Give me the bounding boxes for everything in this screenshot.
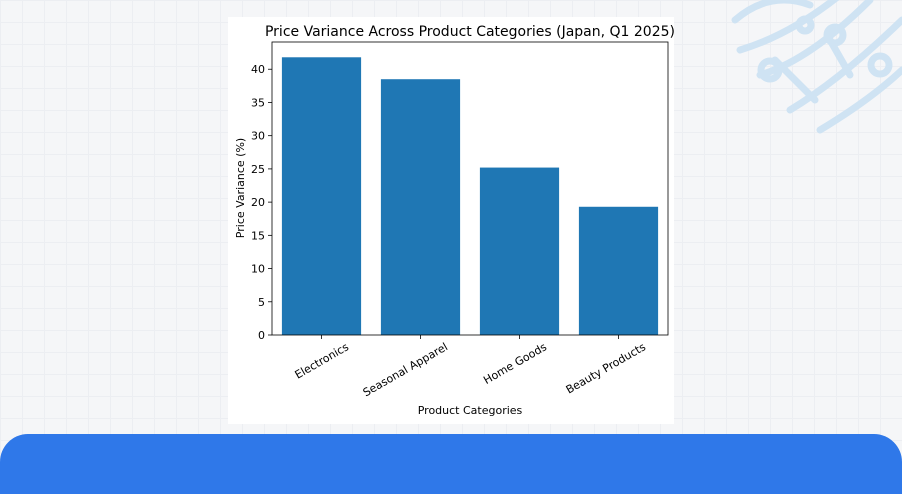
y-tick-label: 40 — [251, 63, 265, 76]
circuit-leaf-icon — [731, 0, 902, 134]
bar — [479, 167, 560, 335]
y-tick-label: 35 — [251, 96, 265, 109]
y-tick-label: 10 — [251, 263, 265, 276]
y-tick-label: 0 — [258, 329, 265, 342]
y-tick-label: 5 — [258, 296, 265, 309]
bottom-panel — [0, 434, 902, 494]
bar — [578, 206, 659, 335]
y-tick-label: 30 — [251, 130, 265, 143]
x-tick-label: Electronics — [293, 340, 352, 381]
y-tick-label: 25 — [251, 163, 265, 176]
chart-card: Price Variance Across Product Categories… — [228, 17, 674, 424]
plot-frame — [271, 41, 669, 336]
x-axis-label: Product Categories — [418, 404, 523, 417]
x-tick-label: Seasonal Apparel — [361, 340, 450, 399]
bar — [380, 79, 461, 335]
bar — [281, 57, 362, 335]
bar-chart: Price Variance Across Product Categories… — [234, 24, 674, 417]
x-tick-label: Home Goods — [481, 340, 549, 387]
y-axis-label: Price Variance (%) — [234, 138, 247, 238]
chart-title: Price Variance Across Product Categories… — [265, 24, 674, 40]
y-tick-label: 20 — [251, 196, 265, 209]
x-tick-label: Beauty Products — [564, 340, 649, 396]
y-tick-label: 15 — [251, 229, 265, 242]
